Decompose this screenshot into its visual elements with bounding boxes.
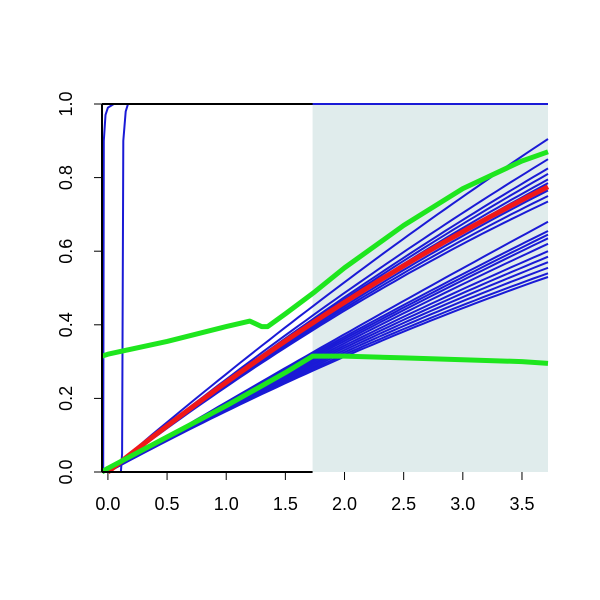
y-tick-label-3: 0.6 (56, 239, 76, 264)
blue-series-line-2 (107, 138, 549, 473)
x-tick-label-1: 0.5 (155, 494, 180, 514)
x-tick-label-6: 3.0 (450, 494, 475, 514)
shaded-region-layer (312, 104, 548, 472)
x-tick-label-5: 2.5 (391, 494, 416, 514)
x-tick-label-4: 2.0 (332, 494, 357, 514)
blue-series-line-21 (107, 276, 549, 473)
red-series-layer (106, 184, 550, 474)
green-series-layer (100, 149, 549, 475)
green-series-line-0 (101, 149, 549, 359)
shaded-region (312, 104, 548, 472)
y-tick-label-1: 0.2 (56, 386, 76, 411)
green-series-line-1 (100, 353, 549, 475)
y-tick-label-5: 1.0 (56, 91, 76, 116)
y-tick-label-2: 0.4 (56, 312, 76, 337)
y-tick-label-0: 0.0 (56, 459, 76, 484)
x-tick-label-3: 1.5 (273, 494, 298, 514)
y-tick-label-4: 0.8 (56, 165, 76, 190)
x-tick-label-2: 1.0 (214, 494, 239, 514)
tick-labels: 0.0 0.5 1.0 1.5 2.0 2.5 3.0 3.5 0.0 0.2 0.4 0.6 0.8 1… (56, 91, 534, 514)
x-tick-label-0: 0.0 (95, 494, 120, 514)
red-series-line (106, 184, 550, 474)
axes (94, 103, 523, 480)
x-tick-label-7: 3.5 (509, 494, 534, 514)
